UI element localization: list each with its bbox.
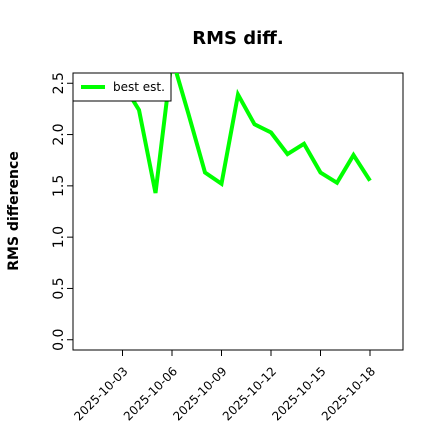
legend: best est. bbox=[72, 72, 172, 102]
legend-label: best est. bbox=[113, 80, 165, 94]
chart-title: RMS diff. bbox=[192, 28, 283, 49]
plot-frame bbox=[72, 72, 404, 351]
y-tick-label: 0.0 bbox=[51, 329, 67, 351]
y-axis-label: RMS difference bbox=[6, 151, 22, 271]
y-tick-label: 1.5 bbox=[51, 175, 67, 197]
y-tick-label: 2.0 bbox=[51, 123, 67, 145]
y-tick-label: 2.5 bbox=[51, 72, 67, 94]
x-tick-label: 2025-10-18 bbox=[319, 364, 378, 423]
y-tick-label: 1.0 bbox=[51, 226, 67, 248]
y-tick-label: 0.5 bbox=[51, 277, 67, 299]
data-line bbox=[120, 73, 372, 194]
